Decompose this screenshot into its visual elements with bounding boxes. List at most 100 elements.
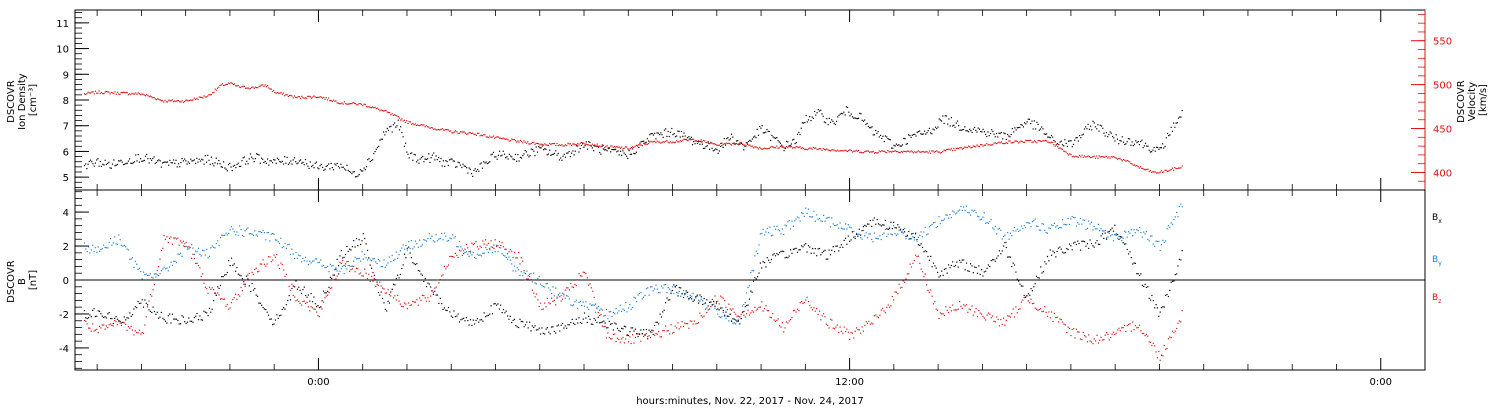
density-tick-label: 7 (63, 122, 69, 133)
velocity-point (628, 148, 630, 150)
velocity-point (776, 145, 778, 147)
bx-point (316, 306, 318, 308)
bx-point (189, 320, 191, 322)
bx-point (1173, 280, 1175, 282)
bx-point (1143, 285, 1145, 287)
velocity-point (889, 151, 891, 153)
by-point (259, 231, 261, 233)
bz-point (670, 324, 672, 326)
density-point (1149, 151, 1151, 153)
density-point (900, 145, 902, 147)
density-tick-label: 10 (56, 45, 69, 56)
bx-point (1104, 232, 1106, 234)
density-point (909, 134, 911, 137)
velocity-point (356, 104, 358, 106)
density-point (860, 113, 862, 115)
velocity-point (124, 91, 126, 94)
bx-point (807, 245, 810, 247)
bz-point (563, 293, 565, 295)
by-point (1155, 240, 1157, 242)
velocity-point (1050, 141, 1053, 143)
velocity-point (864, 151, 866, 153)
velocity-point (259, 85, 261, 87)
bz-point (987, 312, 989, 314)
velocity-point (567, 142, 569, 144)
bx-point (581, 322, 583, 324)
bx-point (287, 299, 289, 302)
density-point (397, 119, 399, 121)
bx-point (773, 253, 775, 255)
bx-point (957, 266, 959, 268)
velocity-point (904, 150, 906, 152)
velocity-point (285, 94, 287, 96)
by-point (877, 238, 880, 240)
bx-point (571, 318, 573, 320)
density-point (773, 137, 775, 139)
by-point (129, 258, 131, 260)
bx-point (248, 285, 250, 287)
bz-point (254, 268, 256, 270)
bx-point (333, 274, 336, 276)
density-point (1181, 109, 1183, 112)
by-point (1001, 238, 1003, 240)
bz-point (296, 299, 298, 301)
velocity-point (1049, 142, 1051, 144)
bx-point (266, 311, 268, 313)
by-point (1055, 226, 1057, 228)
density-point (1052, 136, 1054, 138)
bx-point (395, 277, 397, 280)
velocity-point (171, 99, 173, 101)
bz-point (1104, 334, 1106, 336)
bz-point (357, 268, 359, 270)
density-point (573, 154, 575, 156)
bx-point (1100, 235, 1102, 237)
bx-point (608, 320, 610, 322)
velocity-point (872, 151, 874, 153)
density-point (152, 157, 154, 160)
density-point (177, 163, 180, 165)
density-point (998, 132, 1000, 134)
density-point (930, 132, 932, 134)
density-point (395, 126, 397, 128)
bx-point (1152, 300, 1154, 302)
by-point (633, 296, 635, 298)
density-point (1112, 135, 1114, 138)
density-point (871, 126, 873, 128)
velocity-point (325, 97, 327, 99)
by-point (425, 240, 428, 242)
bz-point (669, 333, 671, 335)
bx-point (280, 314, 282, 316)
by-point (383, 259, 385, 261)
by-point (402, 244, 404, 246)
bz-point (1003, 317, 1005, 319)
by-point (1170, 222, 1172, 224)
density-point (219, 163, 221, 165)
bx-point (702, 303, 704, 306)
by-point (332, 264, 334, 267)
density-point (127, 160, 129, 162)
bz-point (457, 256, 459, 258)
velocity-point (952, 149, 954, 152)
density-point (88, 160, 90, 163)
velocity-point (433, 128, 435, 130)
velocity-point (1060, 148, 1062, 150)
density-point (777, 140, 779, 142)
by-point (534, 282, 536, 284)
density-point (673, 133, 675, 135)
bz-point (643, 335, 645, 337)
velocity-point (474, 133, 476, 135)
density-point (207, 154, 209, 156)
density-point (901, 144, 904, 146)
by-point (641, 298, 643, 300)
bz-point (461, 254, 463, 256)
bx-point (454, 315, 456, 318)
bz-point (699, 312, 701, 314)
by-point (417, 246, 419, 248)
density-point (985, 133, 987, 135)
density-point (165, 161, 167, 163)
bz-point (651, 331, 653, 333)
density-point (557, 152, 559, 154)
bx-point (138, 302, 140, 304)
bz-point (608, 336, 610, 339)
